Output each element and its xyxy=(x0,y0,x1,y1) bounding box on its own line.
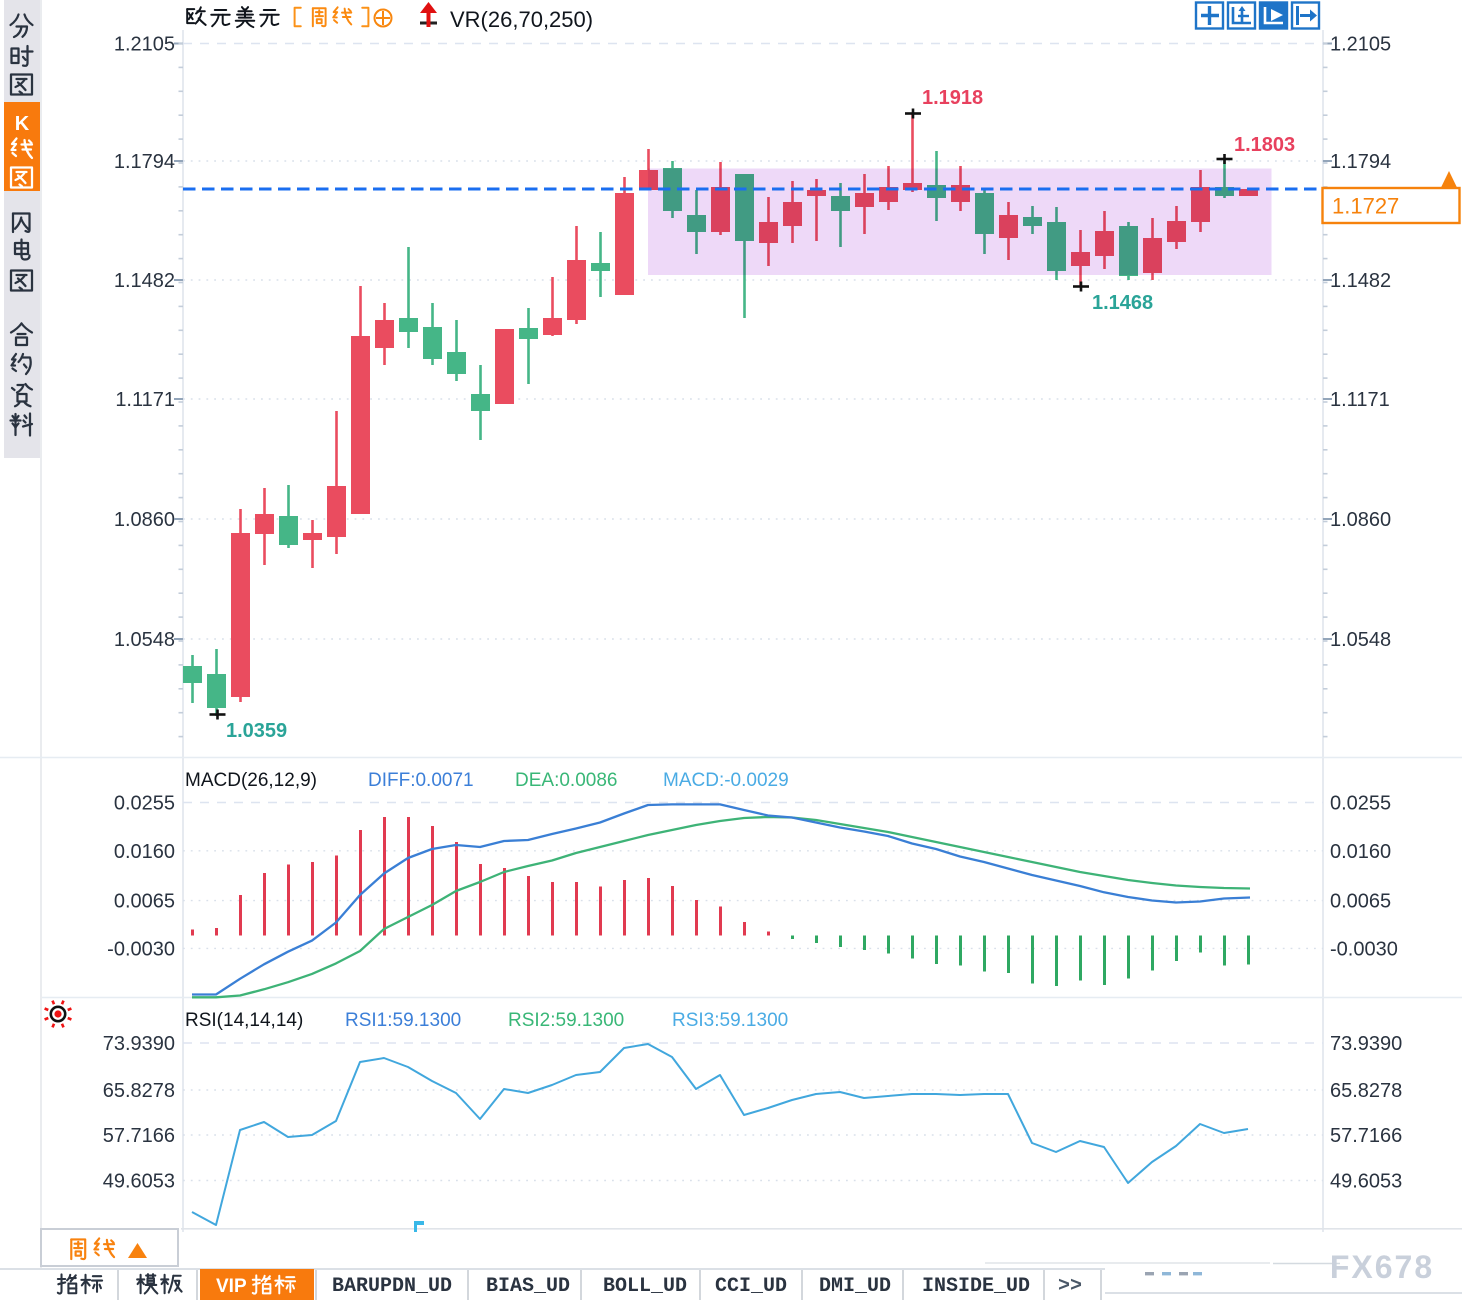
svg-text:>>: >> xyxy=(1058,1275,1082,1298)
svg-text:1.1482: 1.1482 xyxy=(1330,270,1391,292)
svg-text:0.0255: 0.0255 xyxy=(114,793,175,815)
svg-text:DEA:0.0086: DEA:0.0086 xyxy=(515,770,617,791)
svg-text:-0.0030: -0.0030 xyxy=(107,938,175,960)
svg-text:MACD(26,12,9): MACD(26,12,9) xyxy=(185,770,317,791)
svg-text:1.1803: 1.1803 xyxy=(1234,134,1295,156)
svg-text:RSI(14,14,14): RSI(14,14,14) xyxy=(185,1010,303,1031)
svg-text:1.0860: 1.0860 xyxy=(1330,509,1391,531)
svg-text:1.2105: 1.2105 xyxy=(1330,34,1391,56)
svg-text:1.1794: 1.1794 xyxy=(1330,151,1391,173)
svg-text:0.0160: 0.0160 xyxy=(114,841,175,863)
svg-text:BOLL_UD: BOLL_UD xyxy=(603,1275,687,1298)
svg-text:BARUPDN_UD: BARUPDN_UD xyxy=(332,1275,452,1298)
svg-text:65.8278: 65.8278 xyxy=(103,1080,175,1102)
svg-text:VIP: VIP xyxy=(216,1276,247,1297)
svg-text:K: K xyxy=(15,113,30,135)
svg-text:0.0065: 0.0065 xyxy=(1330,891,1391,913)
svg-text:65.8278: 65.8278 xyxy=(1330,1080,1402,1102)
svg-text:1.0860: 1.0860 xyxy=(114,509,175,531)
svg-text:0.0255: 0.0255 xyxy=(1330,793,1391,815)
svg-text:73.9390: 73.9390 xyxy=(1330,1033,1402,1055)
svg-text:RSI1:59.1300: RSI1:59.1300 xyxy=(345,1010,461,1031)
svg-text:1.1171: 1.1171 xyxy=(1330,389,1390,411)
svg-text:DMI_UD: DMI_UD xyxy=(819,1275,891,1298)
svg-text:DIFF:0.0071: DIFF:0.0071 xyxy=(368,770,474,791)
svg-text:1.0548: 1.0548 xyxy=(1330,629,1391,651)
svg-text:0.0160: 0.0160 xyxy=(1330,841,1391,863)
svg-text:49.6053: 49.6053 xyxy=(1330,1171,1402,1193)
svg-text:BIAS_UD: BIAS_UD xyxy=(486,1275,570,1298)
svg-text:1.0359: 1.0359 xyxy=(226,720,287,742)
svg-text:RSI2:59.1300: RSI2:59.1300 xyxy=(508,1010,624,1031)
svg-text:1.1482: 1.1482 xyxy=(114,270,175,292)
svg-text:RSI3:59.1300: RSI3:59.1300 xyxy=(672,1010,788,1031)
svg-text:49.6053: 49.6053 xyxy=(103,1171,175,1193)
svg-text:57.7166: 57.7166 xyxy=(103,1125,175,1147)
svg-text:INSIDE_UD: INSIDE_UD xyxy=(922,1275,1030,1298)
svg-text:FX678: FX678 xyxy=(1330,1249,1434,1285)
svg-text:1.2105: 1.2105 xyxy=(114,34,175,56)
svg-text:0.0065: 0.0065 xyxy=(114,891,175,913)
svg-text:MACD:-0.0029: MACD:-0.0029 xyxy=(663,770,789,791)
svg-text:1.1171: 1.1171 xyxy=(115,389,175,411)
svg-text:1.1794: 1.1794 xyxy=(114,151,175,173)
svg-text:1.1468: 1.1468 xyxy=(1092,292,1153,314)
svg-text:-0.0030: -0.0030 xyxy=(1330,938,1398,960)
svg-text:73.9390: 73.9390 xyxy=(103,1033,175,1055)
svg-text:1.1918: 1.1918 xyxy=(922,87,983,109)
svg-text:VR(26,70,250): VR(26,70,250) xyxy=(450,7,593,32)
svg-text:1.0548: 1.0548 xyxy=(114,629,175,651)
svg-text:57.7166: 57.7166 xyxy=(1330,1125,1402,1147)
svg-text:CCI_UD: CCI_UD xyxy=(715,1275,787,1298)
svg-text:1.1727: 1.1727 xyxy=(1332,194,1399,219)
